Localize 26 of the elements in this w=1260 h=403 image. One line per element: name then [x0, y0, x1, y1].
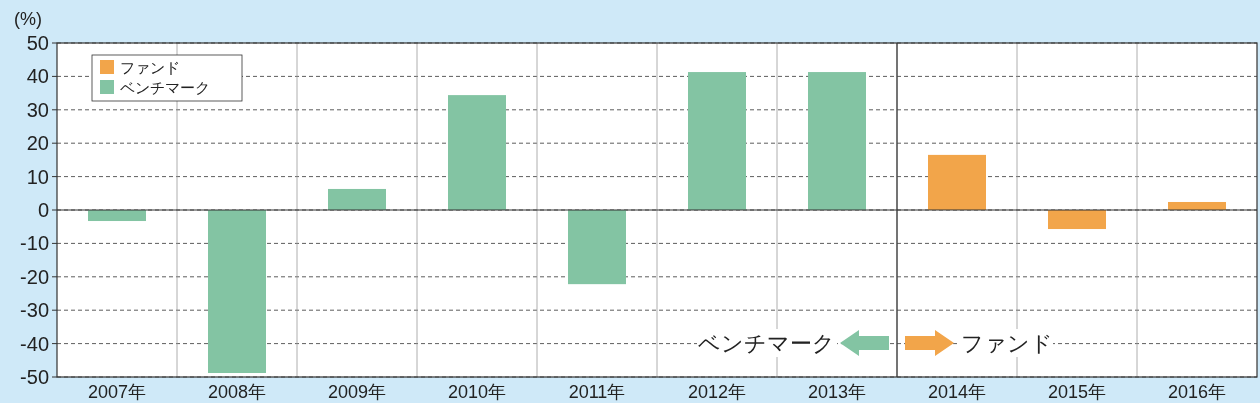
annotation: ファンド	[961, 331, 1053, 356]
legend-label: ベンチマーク	[120, 79, 210, 96]
y-tick-label: 40	[26, 65, 49, 88]
x-tick-label: 2014年	[927, 382, 987, 402]
y-tick-label: 50	[26, 32, 49, 54]
x-tick-label: 2009年	[327, 382, 387, 402]
legend-label: ファンド	[120, 59, 180, 76]
y-tick-label: -30	[20, 299, 49, 322]
y-tick-label: 0	[37, 199, 49, 221]
y-tick-label: 10	[26, 165, 49, 188]
x-tick-label: 2010年	[447, 382, 507, 402]
x-tick-label: 2008年	[207, 382, 267, 402]
x-tick-label: 2012年	[687, 382, 747, 402]
y-tick-label: 30	[26, 98, 49, 121]
x-tick-label: 2013年	[807, 382, 867, 402]
x-tick-label: 2007年	[87, 382, 147, 402]
x-tick-label: 2011年	[568, 382, 626, 402]
y-tick-label: -40	[20, 332, 49, 355]
y-tick-label: -20	[20, 265, 49, 288]
annotation: ベンチマーク	[698, 331, 835, 356]
x-tick-label: 2015年	[1047, 382, 1107, 402]
y-axis-title: (%)	[14, 9, 42, 29]
x-tick-label: 2016年	[1167, 382, 1227, 402]
y-tick-label: -10	[20, 232, 49, 255]
y-tick-label: -50	[20, 366, 49, 388]
y-tick-label: 20	[26, 132, 49, 155]
